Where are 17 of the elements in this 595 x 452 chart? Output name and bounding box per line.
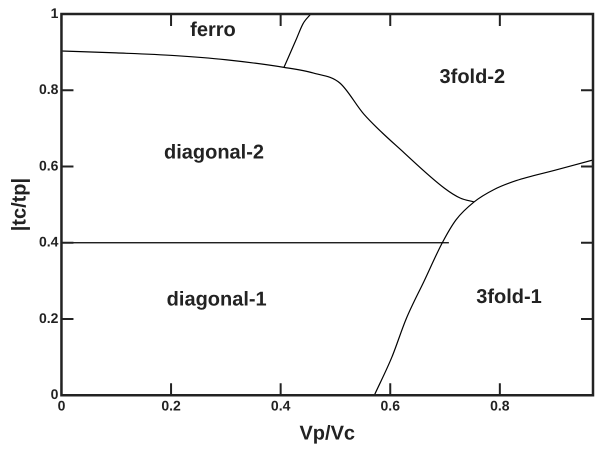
y-tick-label: 0.2 xyxy=(38,310,59,326)
annotation: ferro xyxy=(190,18,236,41)
annotation: diagonal-1 xyxy=(166,288,267,310)
x-tick-label: 0.4 xyxy=(270,397,291,414)
x-tick-label: 0.2 xyxy=(161,397,181,414)
x-tick-label: 0.6 xyxy=(380,397,400,414)
annotation: diagonal-2 xyxy=(164,141,264,164)
y-tick-label: 0.4 xyxy=(38,234,59,250)
y-tick-label: 0.6 xyxy=(38,157,59,174)
y-tick-label: 0.8 xyxy=(38,81,59,98)
y-axis-title: |tc/tp| xyxy=(8,178,31,232)
annotation: 3fold-2 xyxy=(440,66,506,88)
y-tick-label: 1 xyxy=(50,4,59,21)
x-tick-label: 0.8 xyxy=(490,397,510,414)
x-axis-title: Vp/Vc xyxy=(299,422,356,445)
annotation: 3fold-1 xyxy=(476,286,542,308)
y-tick-label: 0 xyxy=(50,386,59,402)
